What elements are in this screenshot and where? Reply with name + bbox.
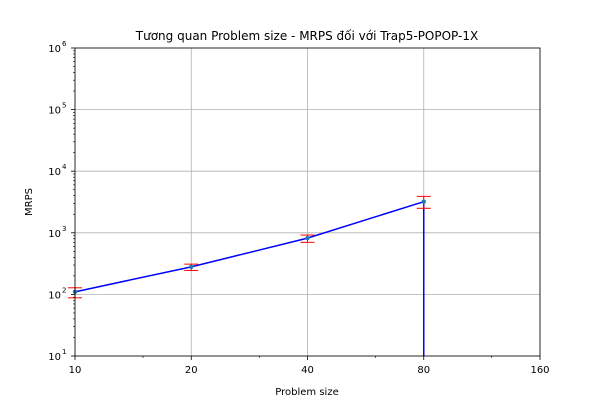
grid: [74, 47, 541, 357]
y-tick-label: 10: [48, 167, 61, 178]
x-tick-label: 80: [417, 365, 430, 376]
y-tick-exponent: 4: [62, 163, 67, 171]
series-line: [74, 200, 424, 293]
minor-ticks: [73, 50, 493, 358]
y-axis-label: MRPS: [24, 188, 35, 216]
y-tick-label: 10: [48, 352, 61, 363]
y-tick-exponent: 1: [62, 348, 66, 356]
y-tick-label: 10: [48, 229, 61, 240]
data-point: [305, 235, 310, 241]
x-axis-ticks: 10 20 40 80 160: [69, 356, 550, 376]
data-point: [189, 264, 194, 270]
y-tick-label: 10: [48, 106, 61, 117]
x-axis-label: Problem size: [275, 387, 338, 398]
y-tick-label: 10: [48, 290, 61, 301]
x-tick-label: 160: [530, 365, 549, 376]
x-tick-label: 40: [301, 365, 314, 376]
y-tick-exponent: 5: [62, 102, 66, 110]
chart-title: Tương quan Problem size - MRPS đối với T…: [135, 29, 478, 43]
data-point: [421, 199, 426, 204]
x-tick-label: 20: [185, 365, 198, 376]
x-tick-label: 10: [69, 365, 82, 376]
y-tick-label: 10: [48, 44, 61, 55]
series: [68, 195, 431, 356]
y-tick-exponent: 3: [62, 225, 66, 233]
y-tick-exponent: 2: [62, 286, 66, 294]
y-tick-exponent: 6: [62, 40, 67, 48]
